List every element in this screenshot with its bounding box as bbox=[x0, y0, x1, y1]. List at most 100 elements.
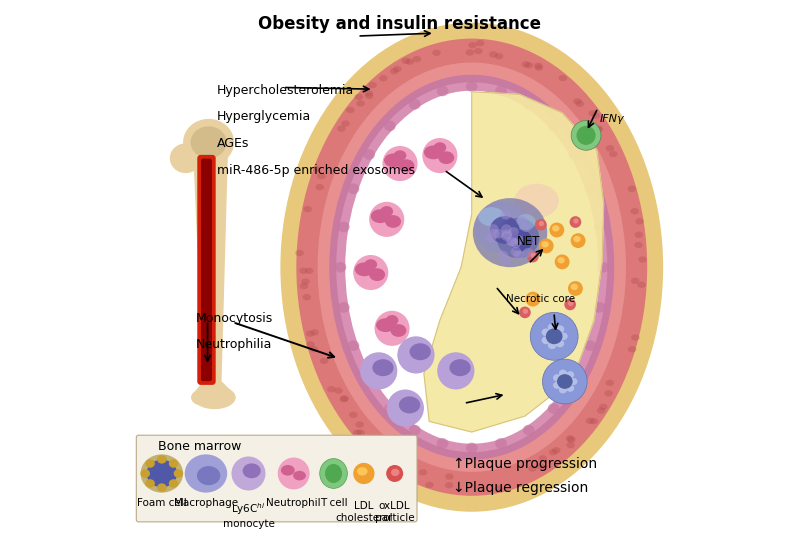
Ellipse shape bbox=[552, 447, 561, 454]
Ellipse shape bbox=[174, 469, 183, 478]
Ellipse shape bbox=[508, 227, 519, 237]
Ellipse shape bbox=[318, 62, 626, 472]
Ellipse shape bbox=[364, 259, 377, 270]
Text: Hyperglycemia: Hyperglycemia bbox=[217, 111, 311, 124]
Ellipse shape bbox=[627, 186, 636, 192]
Ellipse shape bbox=[281, 465, 294, 476]
Ellipse shape bbox=[356, 430, 365, 436]
Text: Ly6C$^{hi}$
monocyte: Ly6C$^{hi}$ monocyte bbox=[222, 501, 274, 528]
Ellipse shape bbox=[478, 207, 505, 226]
Ellipse shape bbox=[495, 86, 507, 96]
Ellipse shape bbox=[185, 454, 227, 492]
Ellipse shape bbox=[365, 90, 373, 97]
Ellipse shape bbox=[569, 149, 580, 160]
Ellipse shape bbox=[559, 332, 568, 340]
Ellipse shape bbox=[528, 465, 537, 471]
Ellipse shape bbox=[548, 121, 559, 131]
Ellipse shape bbox=[501, 224, 512, 234]
Ellipse shape bbox=[558, 257, 565, 264]
Ellipse shape bbox=[557, 374, 573, 389]
Ellipse shape bbox=[466, 442, 478, 453]
Ellipse shape bbox=[315, 184, 324, 191]
Ellipse shape bbox=[498, 251, 508, 260]
Ellipse shape bbox=[523, 425, 534, 436]
Ellipse shape bbox=[280, 23, 663, 512]
Ellipse shape bbox=[527, 251, 538, 263]
Ellipse shape bbox=[300, 283, 308, 289]
Ellipse shape bbox=[349, 412, 358, 418]
Ellipse shape bbox=[302, 294, 311, 300]
Ellipse shape bbox=[514, 235, 524, 245]
Ellipse shape bbox=[406, 59, 414, 65]
Ellipse shape bbox=[590, 418, 598, 424]
Ellipse shape bbox=[594, 126, 602, 132]
Ellipse shape bbox=[387, 453, 396, 459]
Ellipse shape bbox=[476, 40, 484, 46]
Ellipse shape bbox=[550, 222, 564, 237]
Text: Foam cell: Foam cell bbox=[137, 498, 186, 509]
Ellipse shape bbox=[634, 242, 642, 248]
Ellipse shape bbox=[356, 100, 365, 107]
FancyBboxPatch shape bbox=[136, 435, 417, 522]
Ellipse shape bbox=[523, 248, 534, 257]
Ellipse shape bbox=[526, 292, 540, 307]
Ellipse shape bbox=[574, 219, 578, 223]
Text: LDL
cholesterol: LDL cholesterol bbox=[335, 501, 393, 523]
Ellipse shape bbox=[320, 358, 328, 364]
Ellipse shape bbox=[631, 278, 639, 284]
Ellipse shape bbox=[418, 469, 427, 476]
Ellipse shape bbox=[584, 340, 596, 351]
Ellipse shape bbox=[510, 247, 522, 257]
Ellipse shape bbox=[628, 346, 636, 352]
Ellipse shape bbox=[193, 386, 236, 409]
Text: miR-486-5p enriched exosomes: miR-486-5p enriched exosomes bbox=[217, 164, 414, 177]
Ellipse shape bbox=[146, 479, 155, 488]
Ellipse shape bbox=[631, 335, 640, 341]
Ellipse shape bbox=[474, 202, 530, 253]
Ellipse shape bbox=[558, 75, 567, 81]
Ellipse shape bbox=[338, 222, 350, 233]
Ellipse shape bbox=[379, 75, 387, 82]
Ellipse shape bbox=[630, 208, 639, 214]
Text: ↓Plaque regression: ↓Plaque regression bbox=[453, 481, 589, 495]
Ellipse shape bbox=[146, 460, 177, 487]
Ellipse shape bbox=[390, 68, 398, 74]
Ellipse shape bbox=[567, 437, 576, 443]
Ellipse shape bbox=[336, 82, 607, 452]
Ellipse shape bbox=[306, 341, 314, 347]
Ellipse shape bbox=[410, 343, 431, 360]
Ellipse shape bbox=[384, 403, 396, 414]
Ellipse shape bbox=[495, 53, 503, 60]
Ellipse shape bbox=[507, 237, 518, 247]
Ellipse shape bbox=[422, 138, 458, 173]
Ellipse shape bbox=[486, 233, 496, 242]
Ellipse shape bbox=[502, 230, 512, 239]
Ellipse shape bbox=[510, 239, 521, 249]
Ellipse shape bbox=[517, 214, 535, 230]
Ellipse shape bbox=[598, 262, 609, 272]
Ellipse shape bbox=[538, 221, 544, 226]
Ellipse shape bbox=[382, 146, 418, 181]
Text: Necrotic core: Necrotic core bbox=[506, 294, 575, 304]
Ellipse shape bbox=[534, 62, 542, 69]
Ellipse shape bbox=[559, 386, 567, 394]
Ellipse shape bbox=[384, 121, 396, 131]
Ellipse shape bbox=[501, 210, 511, 220]
Ellipse shape bbox=[380, 206, 393, 217]
Ellipse shape bbox=[363, 149, 375, 160]
Ellipse shape bbox=[523, 99, 534, 110]
Ellipse shape bbox=[546, 329, 562, 344]
Ellipse shape bbox=[348, 340, 359, 351]
Ellipse shape bbox=[317, 173, 326, 179]
Ellipse shape bbox=[570, 233, 586, 248]
Ellipse shape bbox=[367, 439, 376, 445]
Ellipse shape bbox=[548, 403, 559, 414]
Text: T cell: T cell bbox=[320, 498, 347, 509]
FancyBboxPatch shape bbox=[202, 159, 211, 380]
Ellipse shape bbox=[390, 324, 406, 337]
Ellipse shape bbox=[170, 143, 202, 173]
Ellipse shape bbox=[516, 216, 527, 226]
Ellipse shape bbox=[597, 408, 606, 414]
Ellipse shape bbox=[340, 395, 349, 402]
Ellipse shape bbox=[542, 337, 550, 344]
